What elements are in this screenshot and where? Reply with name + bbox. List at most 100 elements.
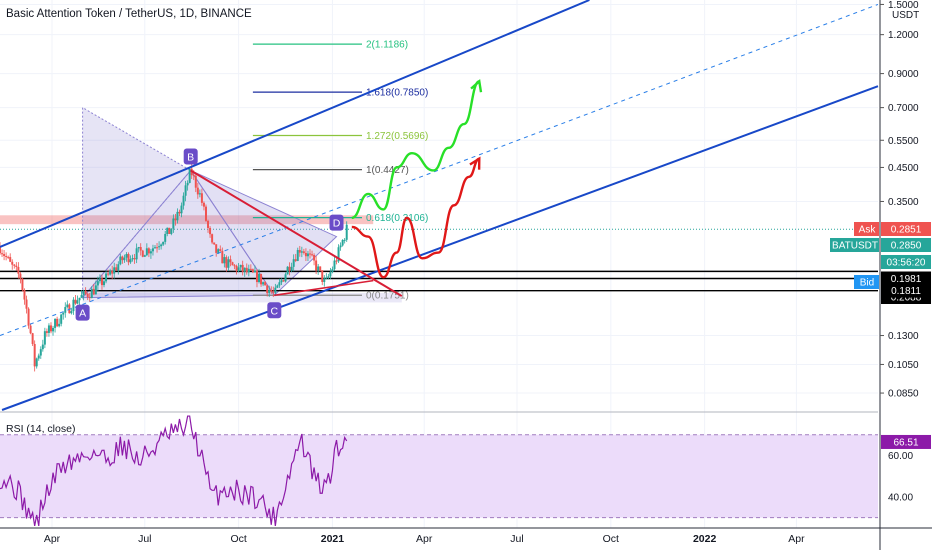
price-tag-label: BATUSDT	[832, 241, 878, 252]
candle-body	[188, 168, 191, 183]
harmonic-base-box	[82, 292, 402, 303]
candle-body	[294, 259, 297, 261]
price-tags: 0.2851Ask0.2850BATUSDT03:56:200.2850Bid0…	[830, 222, 931, 449]
candle-body	[202, 202, 205, 207]
candle-body	[231, 262, 234, 266]
candle-body	[37, 355, 40, 359]
candle-body	[235, 265, 238, 272]
price-tag-value-box	[881, 255, 931, 269]
candle-body	[107, 273, 110, 275]
candle-body	[127, 254, 130, 263]
candle-body	[241, 264, 244, 272]
candle-body	[115, 267, 118, 271]
candle-body	[17, 266, 20, 274]
candle-body	[174, 218, 177, 221]
wedge-upper-line	[190, 169, 403, 297]
candle-body	[58, 323, 61, 327]
candle-body	[41, 344, 44, 350]
candle-body	[245, 267, 248, 273]
bearish-projection-arrowhead	[469, 156, 481, 170]
candle-body	[258, 273, 261, 283]
candle-body	[288, 266, 291, 271]
candle-body	[160, 244, 163, 247]
time-axis-label: Jul	[138, 533, 151, 545]
candle-body	[311, 254, 314, 256]
time-axis-label: Oct	[230, 533, 246, 545]
candle-body	[255, 270, 258, 283]
candle-body	[141, 250, 144, 257]
rsi-value-box	[881, 434, 931, 449]
candle-body	[229, 259, 232, 263]
trend-lines	[0, 0, 879, 411]
candle-body	[168, 227, 171, 234]
candle-body	[300, 251, 303, 253]
candle-body	[151, 248, 154, 252]
candle-body	[131, 258, 134, 260]
candle-body	[129, 259, 132, 263]
candle-body	[276, 285, 279, 288]
rsi-axis-label: 60.00	[888, 451, 913, 462]
candle-body	[147, 248, 150, 254]
candle-body	[209, 227, 212, 235]
candle-body	[341, 240, 344, 246]
candle-body	[25, 299, 28, 309]
zones-layer	[0, 215, 878, 230]
candle-body	[125, 254, 128, 258]
fib-level-label: 2(1.1186)	[366, 40, 408, 51]
candle-body	[121, 256, 124, 261]
candle-body	[45, 331, 48, 333]
candle-body	[327, 276, 330, 278]
fib-level-label: 0(0.1751)	[366, 291, 409, 302]
candle-body	[290, 266, 293, 271]
price-tag-label-box	[830, 238, 879, 252]
price-axis-label: 0.1300	[888, 331, 919, 342]
candle-body	[52, 327, 55, 332]
price-tag-value: 0.1981	[891, 274, 922, 285]
bullish-projection-arrowhead	[470, 78, 483, 93]
harmonic-point-labels: A B C D	[75, 148, 344, 321]
candle-body	[158, 246, 161, 248]
candle-body	[82, 290, 85, 295]
price-tag-value: 0.1811	[891, 286, 921, 297]
candle-body	[262, 282, 265, 285]
candle-body	[33, 343, 36, 367]
horizontal-levels	[0, 270, 878, 292]
candle-body	[225, 257, 228, 268]
candle-body	[170, 228, 173, 234]
candle-body	[11, 261, 14, 265]
candle-body	[3, 254, 6, 257]
candle-body	[302, 251, 305, 253]
harmonic-point-label: B	[187, 151, 194, 163]
candle-body	[86, 293, 89, 297]
candle-body	[39, 349, 42, 356]
harmonic-point-badge	[329, 214, 344, 231]
candle-body	[323, 278, 326, 282]
candle-body	[123, 257, 126, 261]
price-tag-value: 03:56:20	[887, 258, 926, 269]
price-axis-label: 1.5000	[888, 0, 919, 11]
candle-body	[319, 266, 322, 271]
price-tag-label: Ask	[859, 225, 877, 236]
candle-body	[117, 264, 120, 271]
price-axis-label: 0.5500	[888, 136, 919, 147]
candle-body	[306, 253, 309, 257]
candle-body	[31, 333, 34, 344]
candle-body	[35, 358, 38, 367]
candle-body	[76, 300, 79, 304]
candle-body	[247, 268, 250, 273]
candle-body	[251, 269, 254, 273]
candle-body	[272, 291, 275, 293]
candle-body	[200, 193, 203, 203]
candle-body	[268, 290, 271, 294]
candle-body	[23, 290, 26, 300]
candle-body	[162, 241, 165, 245]
price-axis-label: 0.0850	[888, 389, 919, 400]
price-axis-label: 1.2000	[888, 30, 919, 41]
candle-body	[88, 296, 91, 299]
rsi-pane	[0, 411, 878, 527]
candle-body	[47, 325, 50, 333]
candle-body	[172, 218, 175, 229]
harmonic-point-label: A	[79, 308, 86, 320]
time-axis-label: Jul	[510, 533, 523, 545]
